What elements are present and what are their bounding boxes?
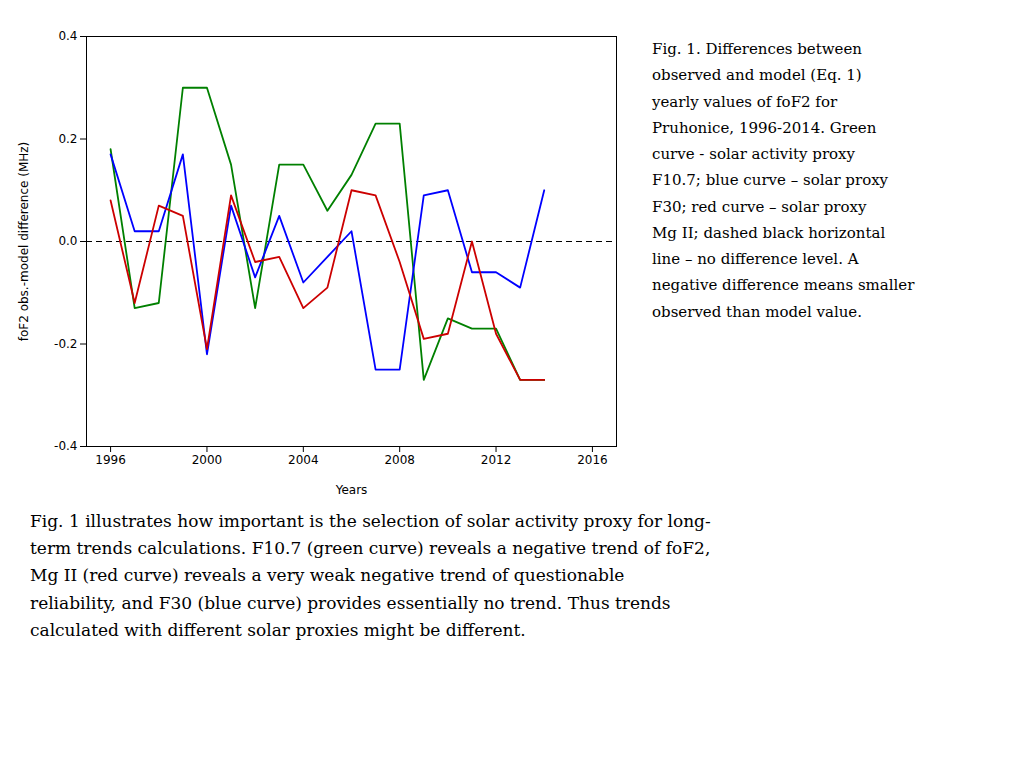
html-text:Fig. 1 illustrates how importa: Fig. 1 illustrates how important is the … bbox=[30, 511, 711, 531]
svg-text:2012: 2012 bbox=[481, 453, 512, 467]
svg-text:0.4: 0.4 bbox=[58, 29, 77, 43]
html-text:reliability, and F30 (blue cur: reliability, and F30 (blue curve) provid… bbox=[30, 592, 671, 613]
svg-text:Years: Years bbox=[335, 483, 368, 497]
html-text:observed than model value.: observed than model value. bbox=[652, 302, 862, 321]
svg-text:-0.4: -0.4 bbox=[54, 439, 77, 453]
svg-text:1996: 1996 bbox=[95, 453, 126, 467]
svg-text:0.2: 0.2 bbox=[58, 132, 77, 146]
html-text:term trends calculations. F10.: term trends calculations. F10.7 (green c… bbox=[30, 538, 711, 559]
svg-text:2004: 2004 bbox=[288, 453, 319, 467]
html-text:observed and model (Eq. 1): observed and model (Eq. 1) bbox=[652, 66, 862, 85]
html-text:negative difference means smal: negative difference means smaller bbox=[652, 276, 915, 295]
svg-text:-0.2: -0.2 bbox=[54, 337, 77, 351]
html-text:Fig. 1. Differences between: Fig. 1. Differences between bbox=[652, 40, 862, 58]
html-text:Pruhonice, 1996-2014. Green: Pruhonice, 1996-2014. Green bbox=[652, 118, 877, 137]
html-text:F30; red curve – solar proxy: F30; red curve – solar proxy bbox=[652, 197, 867, 216]
html-text:Mg II (red curve) reveals a ve: Mg II (red curve) reveals a very weak ne… bbox=[30, 565, 625, 586]
svg-text:0.0: 0.0 bbox=[58, 234, 77, 248]
html-text:Mg II; dashed black horizontal: Mg II; dashed black horizontal bbox=[652, 223, 886, 242]
svg-text:2016: 2016 bbox=[577, 453, 608, 467]
html-text:calculated with different sola: calculated with different solar proxies … bbox=[30, 619, 526, 640]
svg-text:foF2 obs.-model difference (MH: foF2 obs.-model difference (MHz) bbox=[17, 142, 31, 342]
svg-text:2008: 2008 bbox=[384, 453, 415, 467]
svg-text:2000: 2000 bbox=[192, 453, 223, 467]
html-text:F10.7; blue curve – solar prox: F10.7; blue curve – solar proxy bbox=[652, 171, 889, 190]
html-text:line – no difference level. A: line – no difference level. A bbox=[652, 250, 859, 268]
html-text:curve - solar activity proxy: curve - solar activity proxy bbox=[652, 145, 855, 163]
html-text:yearly values of foF2 for: yearly values of foF2 for bbox=[652, 92, 838, 111]
